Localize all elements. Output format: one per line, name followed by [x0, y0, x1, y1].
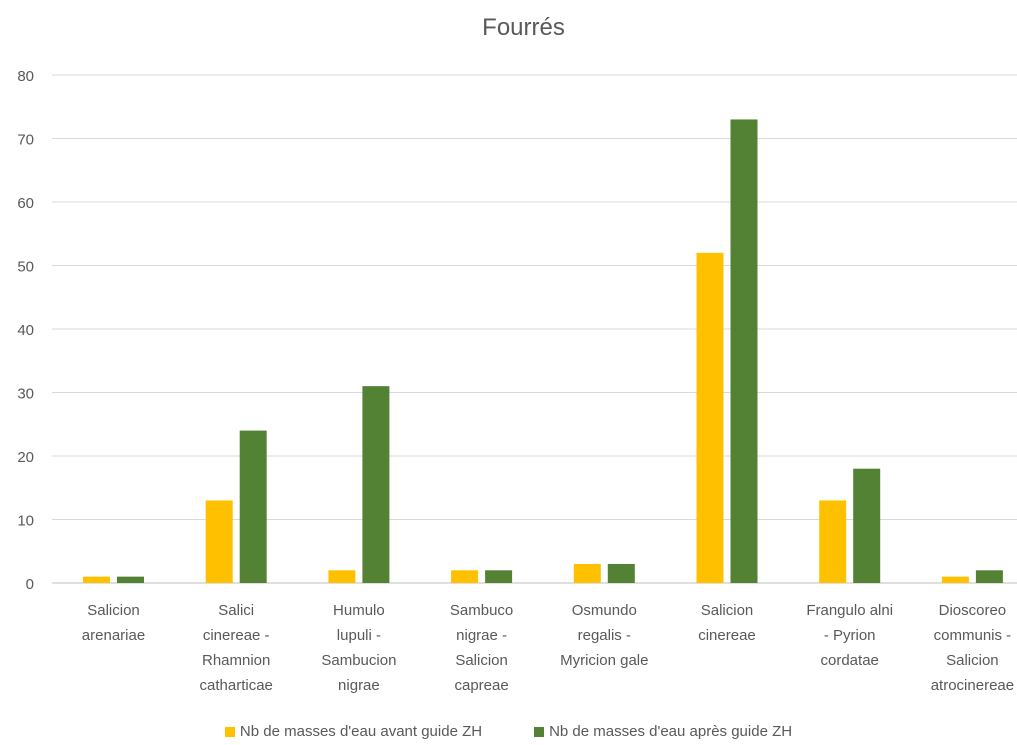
bars — [83, 119, 1003, 584]
x-tick-label: Osmundo regalis -Myricion gale — [560, 602, 648, 669]
y-axis-ticks: 0 10 20 30 40 50 60 70 80 — [17, 68, 34, 593]
chart-title: Fourrés — [482, 14, 565, 41]
x-tick-label: Sambuco nigrae -Salicion capreae — [450, 602, 513, 694]
x-tick-label: Salicion cinereae — [698, 602, 756, 644]
bar-series-0-1 — [205, 500, 233, 583]
bar-series-1-0 — [117, 576, 144, 583]
bar-series-0-4 — [573, 563, 601, 583]
legend: Nb de masses d'eau avant guide ZH Nb de … — [0, 723, 1017, 740]
x-tick-label: Frangulo alni - Pyrion cordatae — [806, 602, 893, 669]
bar-series-0-3 — [451, 570, 479, 583]
bar-series-0-6 — [819, 500, 847, 583]
x-tick-label: Humulo lupuli -Sambucion nigrae — [321, 602, 396, 694]
x-tick-label: Salicion arenariae — [82, 602, 145, 644]
bar-series-1-1 — [239, 430, 267, 583]
legend-item-before: Nb de masses d'eau avant guide ZH — [224, 723, 483, 740]
bar-series-1-2 — [362, 386, 390, 583]
bar-series-1-4 — [607, 563, 635, 583]
x-tick-label: Salici cinereae -Rhamnion catharticae — [200, 602, 273, 694]
legend-label-after: Nb de masses d'eau après guide ZH — [549, 723, 793, 740]
y-tick-label: 20 — [17, 449, 34, 466]
bar-series-1-7 — [975, 570, 1003, 583]
bar-series-1-3 — [485, 570, 513, 583]
bar-series-1-6 — [853, 468, 881, 583]
y-tick-label: 10 — [17, 513, 34, 530]
y-tick-label: 60 — [17, 195, 34, 212]
y-tick-label: 40 — [17, 322, 34, 339]
y-tick-label: 70 — [17, 132, 34, 149]
legend-swatch-before — [224, 726, 235, 737]
legend-label-before: Nb de masses d'eau avant guide ZH — [239, 723, 483, 740]
y-tick-label: 30 — [17, 386, 34, 403]
bar-series-0-0 — [83, 576, 110, 583]
y-tick-label: 80 — [17, 68, 34, 85]
y-tick-label: 0 — [26, 576, 34, 593]
y-tick-label: 50 — [17, 259, 34, 276]
legend-swatch-after — [534, 726, 545, 737]
bar-series-0-2 — [328, 570, 356, 583]
x-axis-labels: Salicion arenariae Salici cinereae -Rhamnio… — [82, 602, 1014, 694]
bar-series-0-7 — [941, 576, 969, 583]
legend-item-after: Nb de masses d'eau après guide ZH — [534, 723, 792, 740]
x-tick-label: Dioscoreo communis -Salicion atrocinereae — [931, 602, 1014, 694]
bar-series-0-5 — [696, 252, 724, 584]
bar-series-1-5 — [730, 119, 758, 583]
